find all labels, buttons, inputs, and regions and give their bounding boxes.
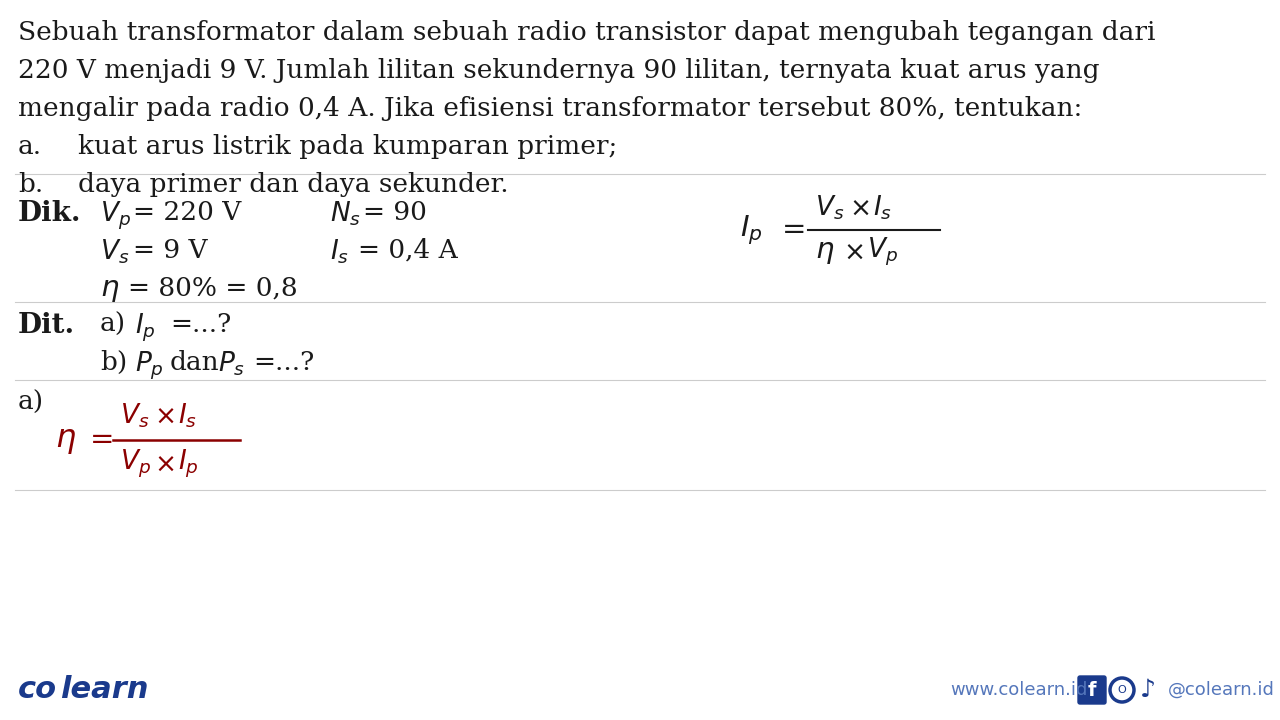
Text: $\times$: $\times$ <box>849 196 869 220</box>
Text: b.: b. <box>18 172 44 197</box>
Text: $I_s$: $I_s$ <box>178 402 197 431</box>
Text: a.: a. <box>18 134 42 159</box>
Text: = 9 V: = 9 V <box>133 238 207 263</box>
Text: = 220 V: = 220 V <box>133 200 241 225</box>
Text: $\times$: $\times$ <box>154 403 174 428</box>
Text: Dik.: Dik. <box>18 200 82 227</box>
Text: co: co <box>18 675 58 704</box>
Text: dan: dan <box>170 350 220 375</box>
Text: $\eta$: $\eta$ <box>55 425 77 456</box>
Text: www.colearn.id: www.colearn.id <box>950 681 1088 699</box>
Text: =: = <box>782 216 806 244</box>
FancyBboxPatch shape <box>1078 676 1106 704</box>
Text: kuat arus listrik pada kumparan primer;: kuat arus listrik pada kumparan primer; <box>78 134 617 159</box>
Text: = 80% = 0,8: = 80% = 0,8 <box>128 276 298 301</box>
Text: $I_p$: $I_p$ <box>178 448 198 480</box>
Text: @colearn.id: @colearn.id <box>1169 681 1275 699</box>
Text: $I_s$: $I_s$ <box>330 238 349 266</box>
Text: mengalir pada radio 0,4 A. Jika efisiensi transformator tersebut 80%, tentukan:: mengalir pada radio 0,4 A. Jika efisiens… <box>18 96 1083 121</box>
Text: $V_p$: $V_p$ <box>100 200 131 233</box>
Text: $V_s$: $V_s$ <box>815 194 845 222</box>
Text: = 90: = 90 <box>364 200 426 225</box>
Text: Dit.: Dit. <box>18 312 76 339</box>
Text: ♪: ♪ <box>1140 678 1156 702</box>
Text: 220 V menjadi 9 V. Jumlah lilitan sekundernya 90 lilitan, ternyata kuat arus yan: 220 V menjadi 9 V. Jumlah lilitan sekund… <box>18 58 1100 83</box>
Text: a): a) <box>100 312 127 337</box>
Text: = 0,4 A: = 0,4 A <box>358 238 458 263</box>
Text: a): a) <box>18 390 44 415</box>
Text: $I_p$: $I_p$ <box>134 312 156 344</box>
Text: $P_p$: $P_p$ <box>134 350 164 382</box>
Text: f: f <box>1088 680 1096 700</box>
Text: $P_s$: $P_s$ <box>218 350 246 379</box>
Text: $\eta$: $\eta$ <box>815 238 835 266</box>
Text: O: O <box>1117 685 1126 695</box>
Text: $V_p$: $V_p$ <box>867 236 899 268</box>
Text: $V_s$: $V_s$ <box>100 238 129 266</box>
Text: $I_s$: $I_s$ <box>873 194 892 222</box>
Text: =: = <box>90 426 114 454</box>
Text: $\times$: $\times$ <box>844 240 864 264</box>
Text: $N_s$: $N_s$ <box>330 200 361 228</box>
Text: $\times$: $\times$ <box>154 451 174 477</box>
Text: Sebuah transformator dalam sebuah radio transistor dapat mengubah tegangan dari: Sebuah transformator dalam sebuah radio … <box>18 20 1156 45</box>
Text: $V_s$: $V_s$ <box>120 402 150 431</box>
Text: daya primer dan daya sekunder.: daya primer dan daya sekunder. <box>78 172 508 197</box>
Text: learn: learn <box>60 675 148 704</box>
Text: b): b) <box>100 350 127 375</box>
Text: =...?: =...? <box>170 312 232 337</box>
Text: $I_p$: $I_p$ <box>740 213 763 247</box>
Text: $\eta$: $\eta$ <box>100 276 119 304</box>
Text: $V_p$: $V_p$ <box>120 448 151 480</box>
Text: =...?: =...? <box>253 350 315 375</box>
